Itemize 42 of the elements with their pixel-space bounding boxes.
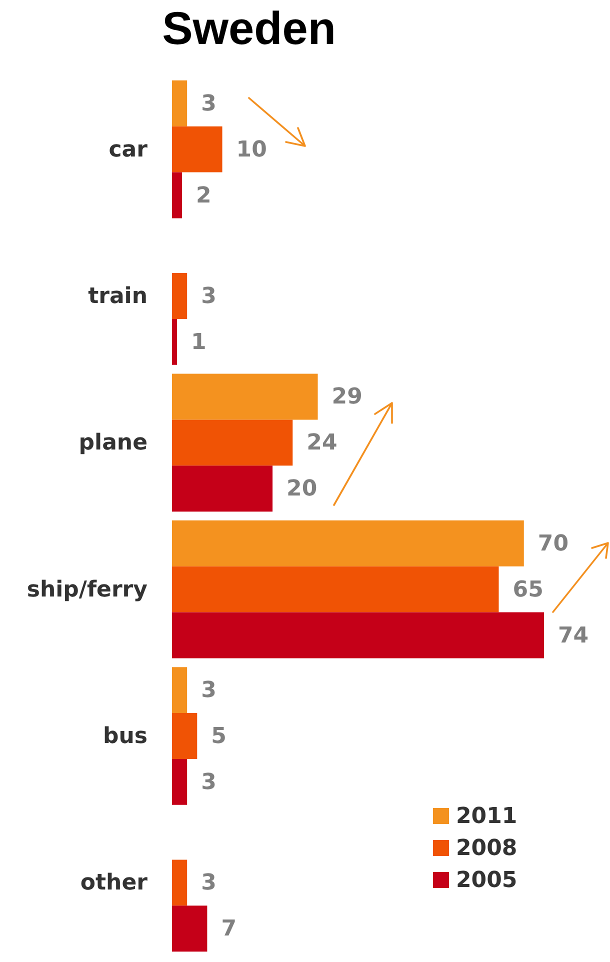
data-label: 10 [236, 137, 267, 162]
data-label: 74 [558, 623, 589, 648]
bar [172, 906, 208, 952]
data-label: 5 [211, 724, 226, 749]
y-tick-label: ship/ferry [26, 577, 148, 602]
bar [172, 273, 188, 319]
bar [172, 126, 222, 172]
data-label: 2 [196, 183, 212, 208]
legend-label: 2011 [456, 804, 518, 829]
y-tick-label: car [108, 137, 148, 162]
bar [172, 713, 198, 759]
bar [172, 860, 188, 906]
bar [172, 520, 524, 566]
data-label: 29 [332, 384, 362, 410]
data-label: 3 [201, 770, 216, 795]
chart-title: Sweden [162, 2, 336, 54]
bar [172, 420, 293, 466]
bar [172, 612, 544, 658]
y-tick-label: bus [102, 724, 148, 749]
bar [172, 566, 499, 612]
data-label: 3 [201, 870, 216, 896]
y-tick-label: train [88, 284, 148, 309]
bar [172, 466, 273, 512]
data-label: 3 [201, 678, 216, 704]
bar [172, 758, 188, 805]
bar [172, 667, 188, 714]
bar [172, 172, 182, 218]
data-label: 65 [512, 577, 544, 602]
bar [172, 318, 178, 365]
legend-label: 2005 [456, 868, 518, 893]
data-label: 24 [306, 430, 338, 456]
data-label: 3 [201, 284, 216, 309]
legend-label: 2008 [456, 836, 518, 861]
y-tick-label: plane [78, 430, 148, 456]
data-label: 70 [538, 531, 569, 556]
data-label: 1 [191, 330, 206, 355]
y-tick-label: other [80, 870, 148, 896]
data-label: 7 [221, 916, 236, 942]
data-label: 3 [201, 91, 216, 116]
data-label: 20 [286, 476, 318, 502]
bar [172, 80, 188, 126]
bar [172, 374, 318, 420]
